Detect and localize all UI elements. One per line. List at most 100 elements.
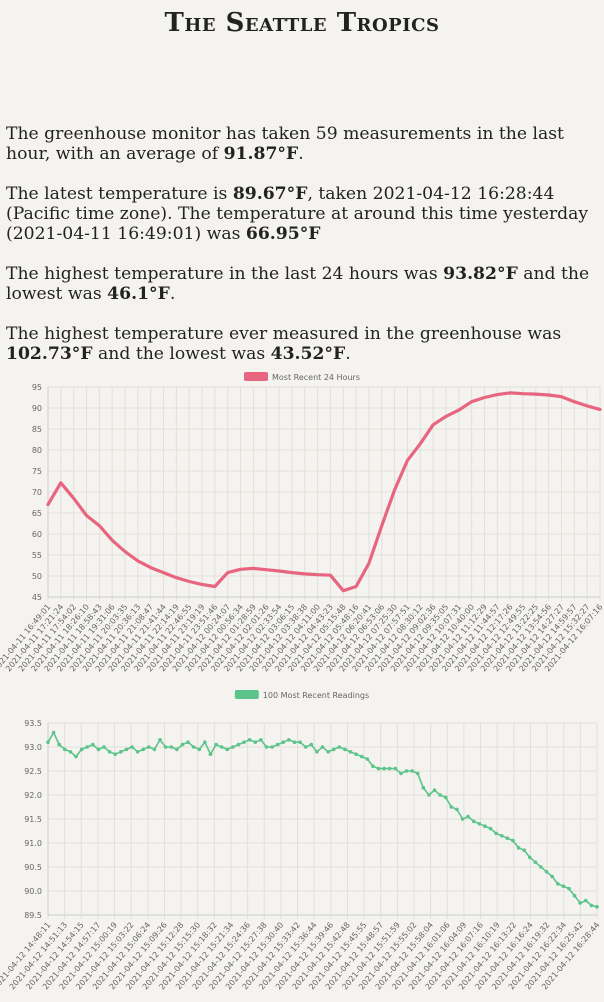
data-point[interactable] xyxy=(427,793,431,797)
data-point[interactable] xyxy=(410,769,414,773)
data-point[interactable] xyxy=(197,747,202,752)
data-point[interactable] xyxy=(130,745,134,749)
data-point[interactable] xyxy=(494,831,498,836)
data-point[interactable] xyxy=(348,750,353,754)
data-point[interactable] xyxy=(169,745,174,749)
data-point[interactable] xyxy=(191,745,196,749)
data-point[interactable] xyxy=(68,750,73,754)
data-point[interactable] xyxy=(438,793,442,797)
data-point[interactable] xyxy=(259,738,263,742)
data-point[interactable] xyxy=(483,824,487,828)
data-point[interactable] xyxy=(51,730,56,735)
data-point[interactable] xyxy=(292,740,297,744)
data-point[interactable] xyxy=(572,894,577,898)
data-point[interactable] xyxy=(107,750,112,754)
data-point[interactable] xyxy=(331,747,336,752)
data-point[interactable] xyxy=(141,747,146,752)
data-point[interactable] xyxy=(253,740,258,744)
data-point[interactable] xyxy=(242,740,246,744)
data-point[interactable] xyxy=(415,771,420,776)
data-point[interactable] xyxy=(79,747,84,752)
data-point[interactable] xyxy=(175,747,179,752)
data-point[interactable] xyxy=(63,747,67,752)
data-point[interactable] xyxy=(180,742,185,747)
data-point[interactable] xyxy=(477,822,482,826)
data-point[interactable] xyxy=(488,826,493,831)
data-point[interactable] xyxy=(432,788,437,792)
data-point[interactable] xyxy=(527,855,532,860)
data-point[interactable] xyxy=(471,819,476,824)
data-point[interactable] xyxy=(376,766,381,771)
data-point[interactable] xyxy=(264,745,269,749)
data-point[interactable] xyxy=(578,901,582,905)
data-point[interactable] xyxy=(449,805,454,809)
data-point[interactable] xyxy=(219,745,224,749)
data-point[interactable] xyxy=(315,750,319,754)
chart-legend[interactable]: Most Recent 24 Hours xyxy=(244,372,360,382)
data-point[interactable] xyxy=(46,740,50,744)
data-point[interactable] xyxy=(74,754,78,759)
data-point[interactable] xyxy=(231,745,235,749)
data-point[interactable] xyxy=(91,742,95,747)
data-point[interactable] xyxy=(57,742,62,747)
data-point[interactable] xyxy=(533,860,538,864)
data-point[interactable] xyxy=(516,846,521,850)
data-point[interactable] xyxy=(96,747,101,752)
data-point[interactable] xyxy=(404,769,409,773)
data-point[interactable] xyxy=(399,771,403,776)
data-point[interactable] xyxy=(236,742,241,747)
data-point[interactable] xyxy=(583,898,588,903)
data-point[interactable] xyxy=(102,745,106,749)
data-point[interactable] xyxy=(522,848,526,852)
data-point[interactable] xyxy=(567,886,571,891)
data-point[interactable] xyxy=(135,750,140,754)
data-point[interactable] xyxy=(505,836,510,840)
data-point[interactable] xyxy=(337,745,342,749)
data-point[interactable] xyxy=(499,834,504,838)
data-point[interactable] xyxy=(225,747,230,752)
data-point[interactable] xyxy=(303,745,308,749)
data-point[interactable] xyxy=(466,814,470,819)
data-point[interactable] xyxy=(287,738,291,742)
data-point[interactable] xyxy=(208,752,213,756)
data-point[interactable] xyxy=(85,745,90,749)
data-point[interactable] xyxy=(186,740,190,744)
data-point[interactable] xyxy=(544,870,549,874)
data-point[interactable] xyxy=(281,740,286,744)
data-point[interactable] xyxy=(589,903,594,908)
data-point[interactable] xyxy=(275,742,280,747)
data-point[interactable] xyxy=(298,740,302,744)
data-point[interactable] xyxy=(119,750,123,754)
data-point[interactable] xyxy=(203,740,207,744)
data-point[interactable] xyxy=(343,747,347,752)
data-point[interactable] xyxy=(354,752,358,756)
data-point[interactable] xyxy=(371,764,375,768)
data-point[interactable] xyxy=(124,747,129,752)
data-point[interactable] xyxy=(365,757,370,761)
data-point[interactable] xyxy=(147,745,151,749)
data-point[interactable] xyxy=(214,742,218,747)
data-point[interactable] xyxy=(387,766,392,771)
data-point[interactable] xyxy=(460,817,465,821)
data-point[interactable] xyxy=(561,884,566,888)
data-point[interactable] xyxy=(247,738,252,742)
data-point[interactable] xyxy=(511,838,515,843)
data-point[interactable] xyxy=(163,745,168,749)
data-point[interactable] xyxy=(595,905,599,909)
data-point[interactable] xyxy=(270,745,274,749)
data-point[interactable] xyxy=(382,766,386,771)
data-point[interactable] xyxy=(113,752,118,756)
data-point[interactable] xyxy=(421,786,426,790)
data-point[interactable] xyxy=(158,738,162,742)
data-point[interactable] xyxy=(455,807,459,812)
chart-legend[interactable]: 100 Most Recent Readings xyxy=(234,690,369,700)
data-point[interactable] xyxy=(443,795,448,800)
data-point[interactable] xyxy=(326,750,330,754)
data-point[interactable] xyxy=(152,747,157,752)
data-point[interactable] xyxy=(555,882,560,886)
data-point[interactable] xyxy=(393,766,398,771)
data-point[interactable] xyxy=(550,874,554,879)
data-point[interactable] xyxy=(320,745,325,749)
data-point[interactable] xyxy=(359,754,364,759)
data-point[interactable] xyxy=(539,865,543,869)
